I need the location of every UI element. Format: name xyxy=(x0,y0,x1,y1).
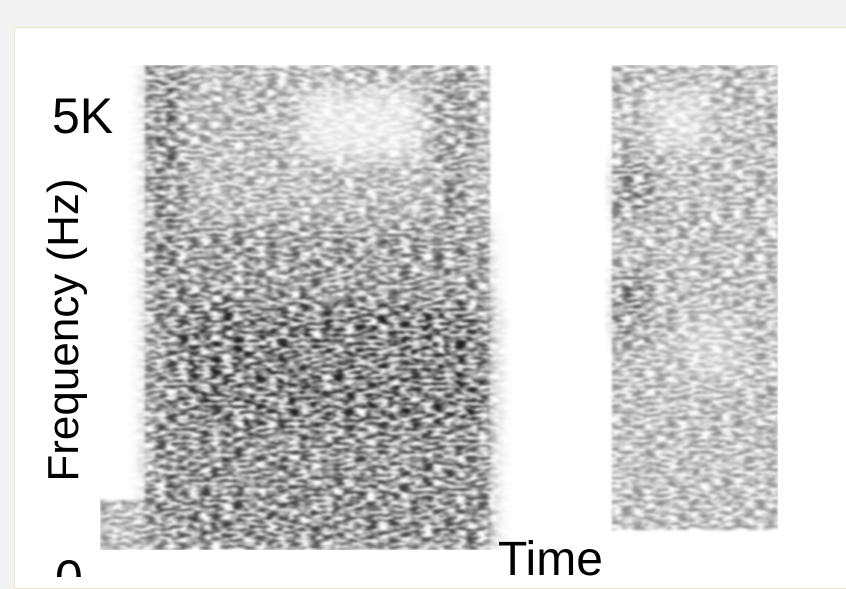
page: {"axis": {"y_top": "5K", "y_bottom": "0"… xyxy=(0,0,846,577)
y-bottom-label: 0 xyxy=(55,550,83,577)
y-top-label: 5K xyxy=(52,88,113,144)
spectrogram xyxy=(100,65,778,550)
y-axis-label: Frequency (Hz) xyxy=(39,178,88,481)
spectrogram-figure: 5K 0 Frequency (Hz) Time xyxy=(0,0,846,577)
x-axis-label: Time xyxy=(498,533,603,577)
